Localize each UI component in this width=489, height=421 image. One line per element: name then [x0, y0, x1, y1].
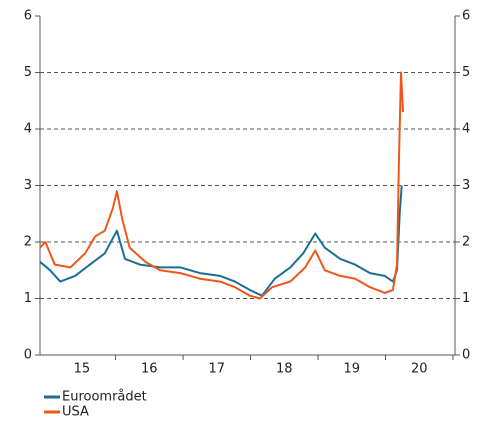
x-tick-label: 16: [141, 362, 158, 377]
y-tick-label: 4: [24, 122, 32, 137]
legend-label: Euroområdet: [62, 390, 147, 405]
x-tick-label: 17: [209, 362, 226, 377]
y-tick-label: 3: [24, 178, 32, 193]
y-tick-label: 5: [24, 65, 32, 80]
y2-tick-label: 4: [462, 122, 470, 137]
x-tick-label: 20: [411, 362, 428, 377]
y2-tick-label: 2: [462, 235, 470, 250]
legend-label: USA: [62, 405, 89, 420]
y2-tick-label: 5: [462, 65, 470, 80]
x-tick-label: 18: [276, 362, 293, 377]
y2-tick-label: 0: [462, 348, 470, 363]
x-tick-label: 19: [343, 362, 360, 377]
y-tick-label: 0: [24, 348, 32, 363]
y2-tick-label: 3: [462, 178, 470, 193]
series-line: [39, 185, 403, 297]
y-tick-label: 6: [24, 9, 32, 24]
y-tick-label: 1: [24, 291, 32, 306]
series-line: [39, 71, 404, 300]
y2-tick-label: 1: [462, 291, 470, 306]
x-tick-label: 15: [74, 362, 91, 377]
y2-tick-label: 6: [462, 9, 470, 24]
y-tick-label: 2: [24, 235, 32, 250]
